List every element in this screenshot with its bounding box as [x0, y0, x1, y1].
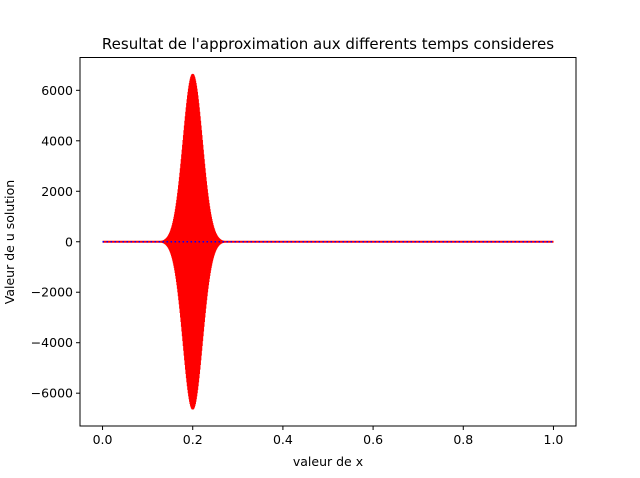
- plot-frame: [79, 57, 577, 427]
- y-tick-label: 6000: [41, 83, 73, 98]
- x-tick-label: 0.4: [273, 432, 293, 447]
- y-tick-label: −4000: [31, 335, 73, 350]
- x-axis-label: valeur de x: [293, 454, 363, 469]
- y-tick-label: 4000: [41, 133, 73, 148]
- x-tick-label: 0.8: [453, 432, 473, 447]
- chart-title: Resultat de l'approximation aux differen…: [102, 35, 554, 53]
- x-tick-label: 1.0: [544, 432, 564, 447]
- x-tick-label: 0.0: [93, 432, 113, 447]
- axes-layer: 0.0 0.2 0.4 0.6 0.8 1.0 −6000 −4000 −2000 0 2000 40…: [31, 83, 564, 447]
- y-axis-label: Valeur de u solution: [2, 180, 17, 304]
- y-tick-label: 2000: [41, 184, 73, 199]
- y-tick-label: −2000: [31, 285, 73, 300]
- x-tick-label: 0.6: [363, 432, 383, 447]
- series-layer: [102, 73, 554, 410]
- y-tick-label: −6000: [31, 386, 73, 401]
- y-tick-label: 0: [65, 234, 73, 249]
- x-tick-label: 0.2: [183, 432, 203, 447]
